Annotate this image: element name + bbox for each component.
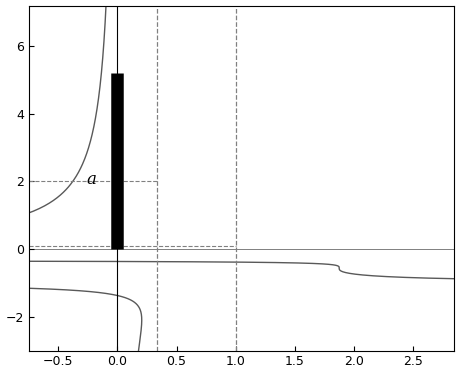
Text: a: a <box>86 171 96 188</box>
